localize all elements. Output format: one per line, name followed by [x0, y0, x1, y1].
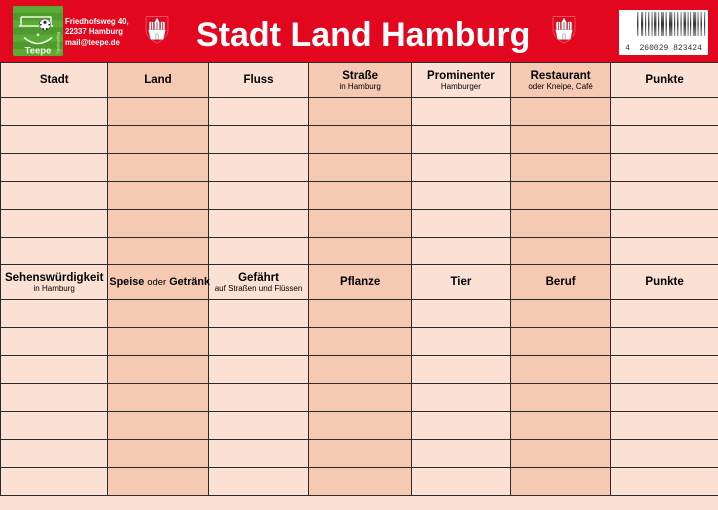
svg-text:Sportverlag: Sportverlag: [56, 31, 61, 54]
svg-text:Teepe: Teepe: [25, 46, 52, 57]
